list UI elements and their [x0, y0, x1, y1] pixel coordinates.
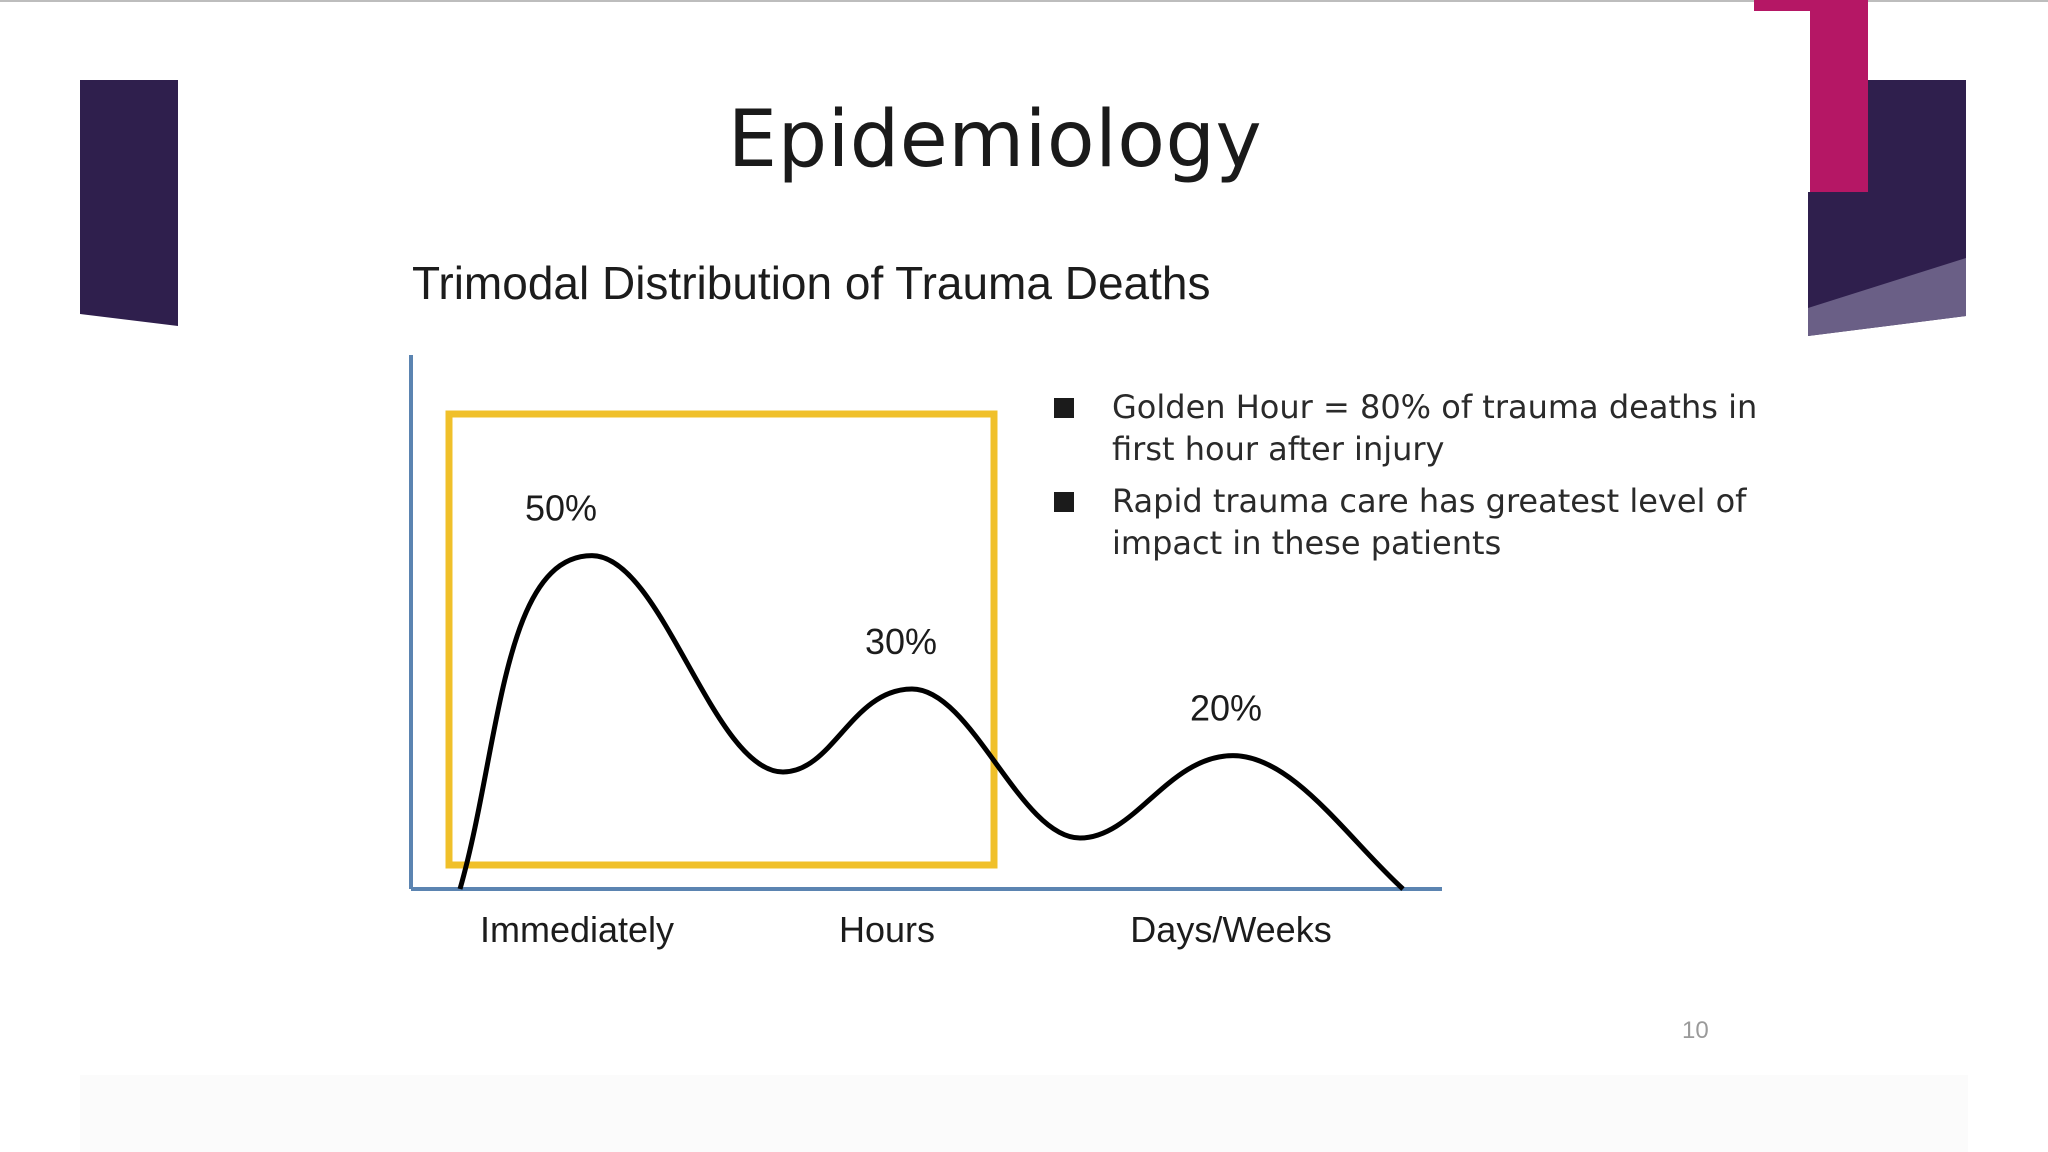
- left-purple-banner: [80, 80, 178, 326]
- bullet-text: Rapid trauma care has greatest level of …: [1112, 482, 1747, 562]
- top-border: [0, 0, 2048, 2]
- chart-title: Trimodal Distribution of Trauma Deaths: [412, 257, 1211, 309]
- peak-label: 30%: [865, 621, 937, 662]
- distribution-curve: [457, 553, 1405, 891]
- page-number: 10: [1682, 1017, 1709, 1044]
- slide-title: Epidemiology: [727, 95, 1263, 185]
- peak-label: 20%: [1190, 688, 1262, 729]
- highlight-box: [445, 410, 998, 869]
- bullet-square-icon: [1054, 398, 1074, 418]
- bullet-text: Golden Hour = 80% of trauma deaths in fi…: [1112, 388, 1758, 468]
- category-label: Hours: [839, 909, 935, 950]
- slide-footer-area: [80, 1075, 1968, 1152]
- peak-label: 50%: [525, 488, 597, 529]
- bullet-item: Golden Hour = 80% of trauma deaths in fi…: [1050, 386, 1770, 470]
- right-lavender-accent: [1808, 258, 1966, 336]
- magenta-accent-vertical: [1810, 0, 1868, 192]
- bullet-square-icon: [1054, 492, 1074, 512]
- bullet-item: Rapid trauma care has greatest level of …: [1050, 480, 1770, 564]
- category-label: Days/Weeks: [1130, 909, 1331, 950]
- bullet-list: Golden Hour = 80% of trauma deaths in fi…: [1050, 386, 1770, 574]
- category-label: Immediately: [480, 909, 674, 950]
